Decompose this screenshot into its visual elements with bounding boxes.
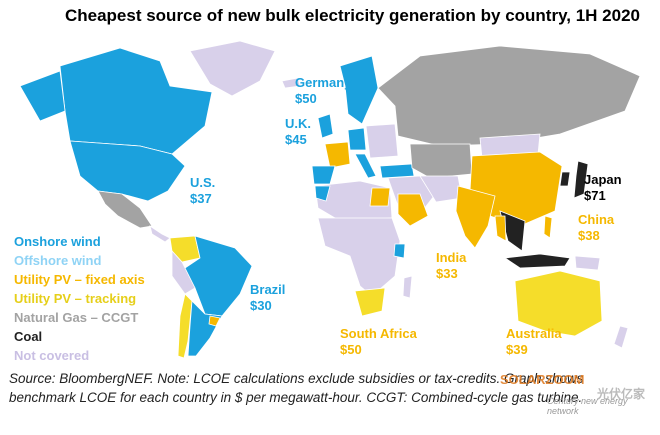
united-states <box>69 140 186 202</box>
legend-pv-tracking: Utility PV – tracking <box>14 291 137 306</box>
legend-offshore-wind: Offshore wind <box>14 253 102 268</box>
korea <box>559 171 571 187</box>
legend: Onshore wind Offshore wind Utility PV – … <box>14 232 145 365</box>
canada <box>59 47 213 155</box>
callout-brazil-name: Brazil <box>250 282 286 297</box>
japan <box>573 160 589 199</box>
callout-south-africa-name: South Africa <box>340 326 417 341</box>
scandinavia <box>339 55 379 125</box>
eastern-europe <box>365 123 399 159</box>
callout-china-value: $38 <box>578 228 600 243</box>
callout-germany-name: Germany <box>295 75 352 90</box>
callout-uk-name: U.K. <box>285 116 311 131</box>
colombia <box>169 235 201 263</box>
callout-uk-value: $45 <box>285 132 307 147</box>
callout-australia-name: Australia <box>506 326 562 341</box>
callout-australia-value: $39 <box>506 342 528 357</box>
callout-south-africa: South Africa $50 <box>340 326 417 358</box>
callout-us-name: U.S. <box>190 175 216 190</box>
chart-title: Cheapest source of new bulk electricity … <box>64 6 640 25</box>
australia <box>514 270 603 337</box>
watermark-brand: SOLARZOOM <box>500 372 585 387</box>
callout-japan: Japan $71 <box>584 172 622 204</box>
callout-brazil-value: $30 <box>250 298 272 313</box>
watermark-tagline: Century new energy network <box>547 396 628 416</box>
uk <box>317 113 334 139</box>
callout-china-name: China <box>578 212 615 227</box>
callout-us-value: $37 <box>190 191 212 206</box>
callout-germany: Germany $50 <box>295 75 351 107</box>
alaska <box>19 70 66 122</box>
south-africa <box>354 287 386 317</box>
world-map <box>19 40 641 359</box>
italy <box>354 153 377 179</box>
legend-not-covered: Not covered <box>14 348 90 363</box>
legend-gas: Natural Gas – CCGT <box>14 310 139 325</box>
uruguay <box>208 315 221 327</box>
philippines <box>543 215 553 239</box>
callout-china: China $38 <box>578 212 614 244</box>
legend-coal: Coal <box>14 329 43 344</box>
kenya <box>393 243 406 259</box>
france <box>324 141 351 169</box>
peru <box>171 249 196 295</box>
mexico <box>97 190 153 229</box>
watermark-cn: 光伏亿家 <box>597 387 646 401</box>
new-zealand <box>613 325 629 349</box>
central-america <box>149 225 171 243</box>
callout-south-africa-value: $50 <box>340 342 362 357</box>
russia <box>377 45 641 147</box>
egypt <box>369 187 391 207</box>
callout-us: U.S. $37 <box>190 175 215 207</box>
callout-india-name: India <box>436 250 467 265</box>
callout-brazil: Brazil $30 <box>250 282 285 314</box>
saudi-arabia <box>397 193 429 227</box>
germany <box>347 127 367 151</box>
callout-japan-value: $71 <box>584 188 606 203</box>
callout-uk: U.K. $45 <box>285 116 311 148</box>
callout-india-value: $33 <box>436 266 458 281</box>
callout-india: India $33 <box>436 250 466 282</box>
central-asia <box>409 143 473 179</box>
indonesia <box>503 253 571 269</box>
iberia <box>311 165 336 185</box>
central-africa <box>317 217 401 297</box>
callout-japan-name: Japan <box>584 172 622 187</box>
turkey <box>379 163 415 179</box>
legend-onshore-wind: Onshore wind <box>14 234 101 249</box>
india <box>455 185 496 249</box>
callout-australia: Australia $39 <box>506 326 562 358</box>
argentina <box>187 300 223 357</box>
callout-germany-value: $50 <box>295 91 317 106</box>
source-note: Source: BloombergNEF. Note: LCOE calcula… <box>9 371 584 405</box>
greenland <box>189 40 276 97</box>
papua <box>574 255 601 271</box>
iceland <box>281 77 301 89</box>
legend-pv-fixed: Utility PV – fixed axis <box>14 272 145 287</box>
madagascar <box>402 275 413 299</box>
thailand <box>494 215 507 242</box>
morocco <box>314 185 331 202</box>
